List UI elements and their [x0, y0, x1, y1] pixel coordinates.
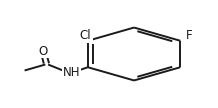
Text: O: O: [39, 44, 48, 58]
Text: F: F: [186, 29, 192, 42]
Text: NH: NH: [63, 66, 80, 79]
Text: Cl: Cl: [80, 29, 91, 42]
